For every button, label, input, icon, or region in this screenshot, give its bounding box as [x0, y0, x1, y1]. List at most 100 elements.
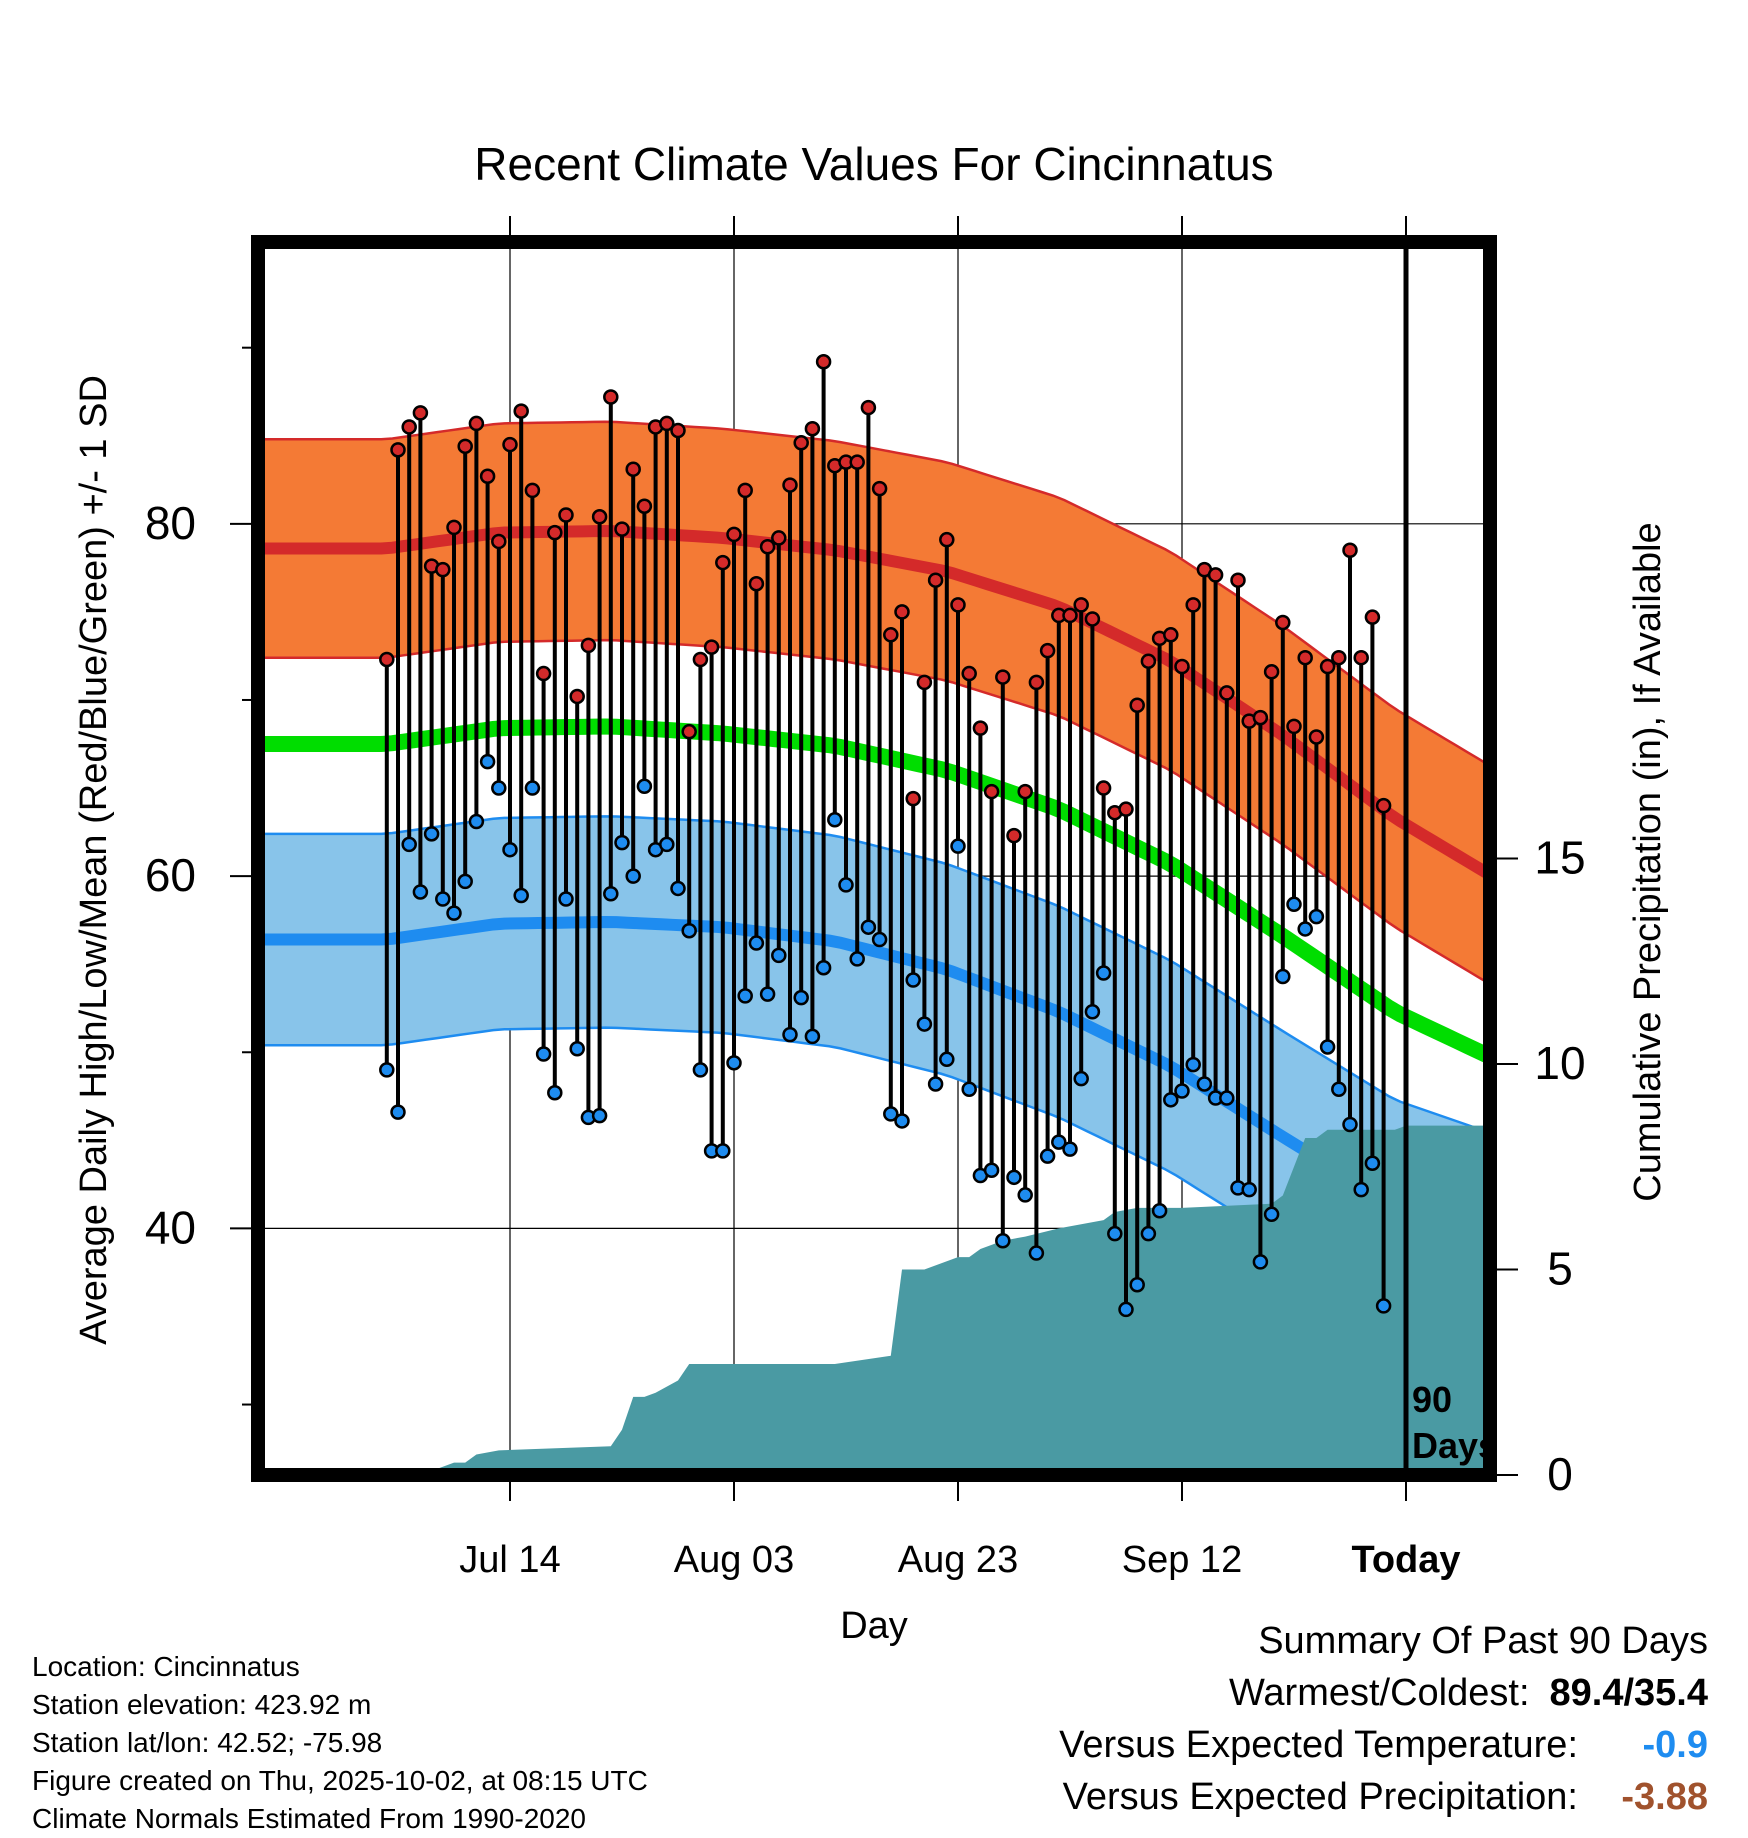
- daily-low-point: [1252, 1254, 1269, 1270]
- summary-warm-cold-value: 89.4/35.4: [1549, 1672, 1708, 1714]
- daily-high-point: [670, 422, 686, 439]
- daily-low-point: [950, 838, 966, 854]
- daily-high-point: [435, 561, 451, 578]
- daily-low-point: [905, 972, 921, 988]
- daily-low-point: [401, 836, 417, 853]
- summary-temp-label: Versus Expected Temperature:: [1059, 1724, 1578, 1766]
- daily-high-point: [726, 526, 742, 543]
- daily-high-point: [883, 627, 899, 643]
- daily-low-point: [983, 1162, 1000, 1179]
- daily-low-point: [1263, 1206, 1280, 1223]
- daily-low-point: [446, 905, 462, 921]
- daily-high-point: [1185, 597, 1201, 613]
- daily-low-point: [1241, 1181, 1257, 1198]
- daily-high-point: [1140, 653, 1157, 669]
- daily-low-point: [782, 1026, 798, 1043]
- daily-high-point: [815, 354, 832, 370]
- daily-low-point: [670, 880, 686, 897]
- daily-low-point: [1062, 1141, 1078, 1157]
- daily-low-point: [423, 826, 440, 842]
- daily-low-point: [1196, 1076, 1213, 1092]
- daily-high-point: [1331, 649, 1347, 666]
- y2-tick-label: 0: [1547, 1448, 1573, 1500]
- daily-high-point: [479, 468, 496, 485]
- daily-low-point: [379, 1062, 395, 1078]
- daily-low-point: [726, 1055, 742, 1071]
- daily-high-point: [636, 498, 653, 514]
- daily-low-point: [1308, 908, 1325, 925]
- daily-low-point: [1051, 1134, 1067, 1150]
- daily-high-point: [961, 665, 977, 682]
- daily-low-point: [1219, 1090, 1235, 1106]
- daily-low-point: [547, 1085, 563, 1101]
- daily-low-point: [435, 891, 451, 907]
- summary-warm-cold-label: Warmest/Coldest:: [1228, 1672, 1530, 1714]
- daily-low-point: [412, 884, 429, 900]
- daily-low-point: [591, 1107, 608, 1124]
- daily-low-point: [815, 959, 832, 976]
- summary-title: Summary Of Past 90 Days: [1258, 1620, 1708, 1662]
- daily-low-point: [1185, 1056, 1201, 1073]
- daily-low-point: [625, 868, 641, 884]
- daily-high-point: [804, 420, 821, 437]
- daily-high-point: [1342, 542, 1358, 558]
- daily-high-point: [1252, 709, 1269, 726]
- daily-low-point: [838, 877, 854, 893]
- daily-low-point: [894, 1113, 910, 1129]
- x-tick-label: Sep 12: [1122, 1539, 1242, 1581]
- daily-high-point: [871, 480, 888, 497]
- daily-low-point: [1353, 1181, 1369, 1198]
- daily-high-point: [1319, 658, 1336, 675]
- figure-created: Figure created on Thu, 2025-10-02, at 08…: [32, 1765, 648, 1796]
- daily-high-point: [1118, 801, 1134, 817]
- summary-precip-row: Versus Expected Precipitation: -3.88: [1059, 1776, 1708, 1828]
- daily-low-point: [1275, 968, 1291, 985]
- y2-axis-title: Cumulative Precipitation (in), If Availa…: [1627, 522, 1669, 1201]
- daily-low-point: [1118, 1301, 1134, 1318]
- daily-low-point: [916, 1016, 933, 1032]
- daily-low-point: [927, 1076, 944, 1092]
- daily-high-point: [1230, 572, 1246, 588]
- daily-low-point: [748, 935, 765, 951]
- daily-high-point: [748, 575, 765, 592]
- daily-low-point: [1163, 1092, 1179, 1108]
- daily-high-point: [1084, 611, 1101, 627]
- daily-low-point: [1364, 1155, 1381, 1171]
- daily-low-point: [390, 1104, 406, 1120]
- daily-low-point: [860, 919, 877, 935]
- daily-high-point: [1286, 718, 1302, 735]
- daily-low-point: [603, 885, 619, 902]
- summary-temp-value: -0.9: [1642, 1724, 1708, 1766]
- daily-high-point: [1073, 597, 1089, 613]
- chart-title: Recent Climate Values For Cincinnatus: [474, 138, 1273, 190]
- daily-low-point: [491, 780, 507, 796]
- precipitation-area: [386, 1125, 1490, 1475]
- daily-high-point: [603, 389, 619, 405]
- daily-low-point: [513, 887, 529, 904]
- daily-high-point: [1263, 664, 1280, 680]
- daily-low-point: [883, 1106, 899, 1122]
- daily-low-point: [1129, 1277, 1145, 1293]
- x-tick-label: Jul 14: [459, 1539, 560, 1581]
- station-latlon: Station lat/lon: 42.52; -75.98: [32, 1727, 383, 1758]
- daily-high-point: [379, 651, 395, 668]
- daily-high-point: [625, 461, 641, 477]
- daily-high-point: [580, 637, 597, 654]
- daily-high-point: [591, 509, 608, 525]
- daily-high-point: [1095, 780, 1112, 796]
- daily-high-point: [502, 436, 518, 453]
- daily-high-point: [1297, 649, 1313, 666]
- daily-low-point: [1107, 1225, 1123, 1242]
- daily-high-point: [1163, 627, 1179, 643]
- daily-high-point: [614, 521, 630, 537]
- daily-high-point: [894, 604, 910, 620]
- y2-tick-label: 10: [1534, 1037, 1585, 1089]
- daily-high-point: [1353, 649, 1369, 666]
- plot-inner: 90 Days: [258, 242, 1490, 1475]
- x-tick-label: Aug 23: [898, 1539, 1018, 1581]
- daily-high-point: [491, 533, 507, 550]
- daily-low-point: [804, 1028, 821, 1045]
- daily-low-point: [659, 836, 675, 853]
- daily-high-point: [1062, 607, 1078, 624]
